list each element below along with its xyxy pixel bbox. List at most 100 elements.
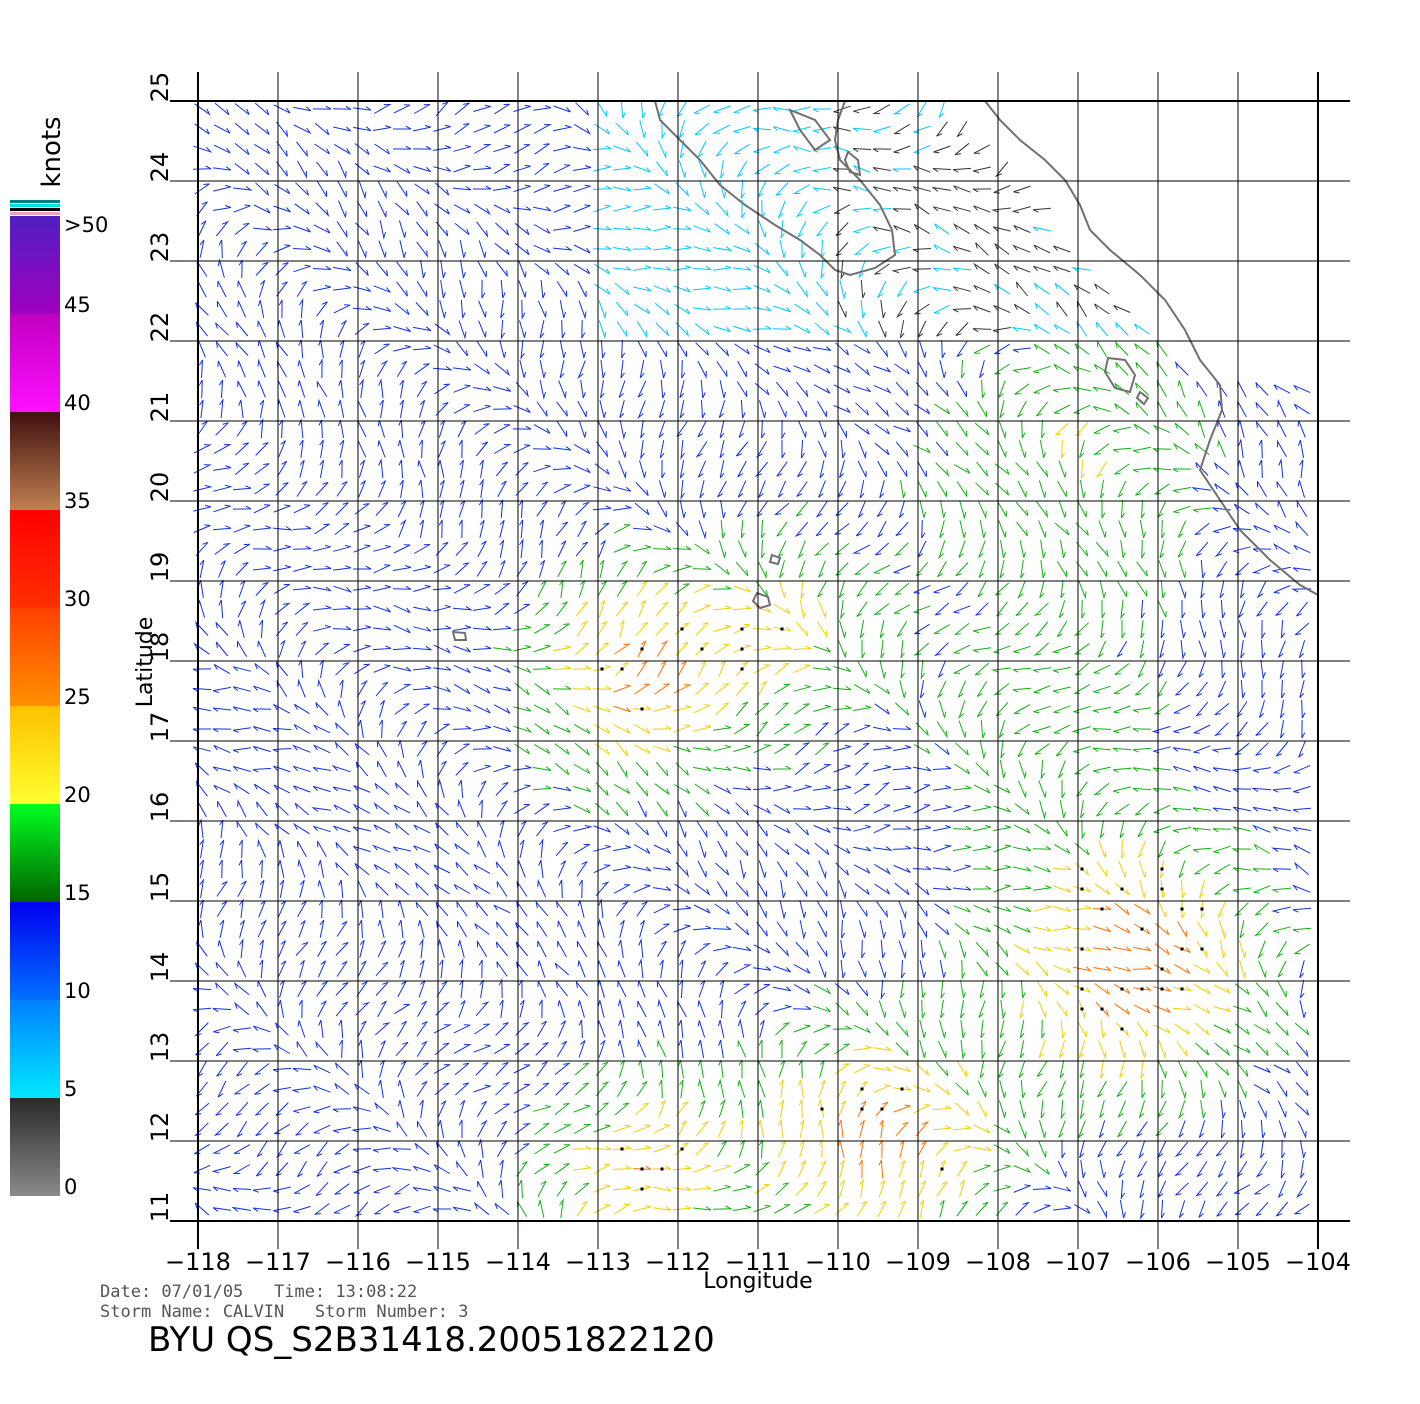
wind-vector [758, 220, 767, 238]
wind-vector [1157, 1060, 1167, 1080]
wind-vector [438, 240, 447, 258]
wind-vector [1233, 1005, 1253, 1013]
wind-vector [253, 745, 271, 753]
wind-vector [1113, 726, 1131, 734]
wind-vector [616, 1080, 628, 1097]
wind-vector [1153, 804, 1171, 814]
wind-vector [437, 460, 445, 478]
wind-vector [196, 421, 208, 437]
wind-vector [1014, 803, 1030, 815]
wind-vector [1237, 460, 1245, 478]
wind-vector [552, 685, 572, 690]
wind-vector [793, 984, 811, 994]
wind-vector [1013, 303, 1030, 315]
wind-vector [438, 1120, 445, 1138]
wind-vector [796, 881, 808, 897]
wind-vector [556, 1040, 568, 1057]
wind-vector [394, 822, 410, 836]
wind-vector [793, 964, 811, 974]
wind-vector [856, 601, 868, 617]
wind-vector [1213, 526, 1231, 534]
wind-vector [1013, 704, 1031, 714]
wind-vector [515, 462, 529, 476]
wind-vector [537, 1020, 547, 1038]
wind-vector [195, 302, 209, 316]
wind-vector [1133, 986, 1152, 991]
wind-vector [578, 1040, 586, 1058]
wind-vector [1237, 380, 1247, 398]
wind-vector [1034, 823, 1051, 835]
wind-vector [833, 365, 851, 373]
wind-vector [473, 764, 491, 773]
wind-vector [976, 681, 988, 698]
wind-vector [659, 440, 665, 459]
wind-vector [1298, 439, 1305, 458]
wind-vector [1296, 499, 1308, 517]
wind-vector [377, 920, 385, 938]
wind-vector [554, 262, 570, 276]
wind-vector [334, 1083, 350, 1095]
wind-vector [595, 782, 609, 796]
wind-vector [293, 504, 311, 514]
wind-vector [516, 1201, 528, 1217]
wind-vector [1112, 767, 1132, 773]
wind-vector [1233, 503, 1250, 515]
wind-vector [713, 246, 733, 252]
wind-vector [418, 980, 426, 998]
wind-vector [813, 984, 832, 995]
wind-vector [699, 500, 707, 518]
wind-vector [855, 762, 869, 776]
wind-vector [319, 439, 324, 458]
wind-vector [698, 980, 706, 998]
wind-vector [834, 1202, 850, 1216]
wind-vector [596, 621, 608, 637]
wind-vector [1156, 379, 1167, 398]
wind-vector [273, 544, 291, 552]
wind-vector [1095, 461, 1108, 478]
wind-vector [275, 1102, 289, 1116]
wind-vector [995, 1201, 1009, 1217]
wind-vector [913, 605, 931, 614]
wind-vector [1231, 848, 1252, 853]
rain-flag-marker [680, 627, 684, 631]
wind-vector [733, 105, 751, 114]
wind-vector [1099, 1160, 1107, 1178]
wind-vector [217, 360, 227, 378]
wind-vector [1193, 1004, 1211, 1014]
wind-vector [272, 1087, 291, 1093]
wind-vector [1221, 659, 1226, 679]
wind-vector [618, 939, 624, 958]
wind-vector [1281, 679, 1286, 699]
wind-vector [436, 741, 448, 757]
wind-vector [391, 1167, 411, 1172]
wind-vector [436, 1141, 448, 1157]
wind-vector [553, 1124, 572, 1134]
wind-vector [213, 663, 231, 675]
wind-vector [913, 744, 931, 754]
wind-vector [932, 168, 952, 173]
wind-vector [196, 1081, 208, 1097]
wind-vector [938, 1160, 946, 1178]
wind-vector [1234, 1202, 1250, 1216]
wind-vector [553, 645, 571, 652]
wind-vector [697, 1020, 706, 1038]
wind-vector [873, 764, 891, 772]
wind-vector [854, 803, 870, 815]
wind-vector [214, 102, 230, 116]
wind-vector [417, 920, 425, 938]
wind-vector [679, 460, 685, 479]
wind-vector [1233, 1044, 1251, 1054]
wind-vector [536, 921, 548, 937]
wind-vector [697, 860, 707, 878]
wind-vector [718, 400, 726, 418]
wind-vector [896, 621, 908, 638]
wind-vector [577, 1000, 585, 1018]
wind-vector [1232, 887, 1251, 893]
wind-vector [298, 319, 304, 339]
wind-vector [236, 1061, 248, 1077]
wind-vector [1213, 984, 1231, 994]
wind-vector [793, 1204, 812, 1214]
wind-vector [1101, 500, 1106, 519]
wind-vector [673, 564, 693, 573]
wind-vector [1214, 703, 1230, 716]
